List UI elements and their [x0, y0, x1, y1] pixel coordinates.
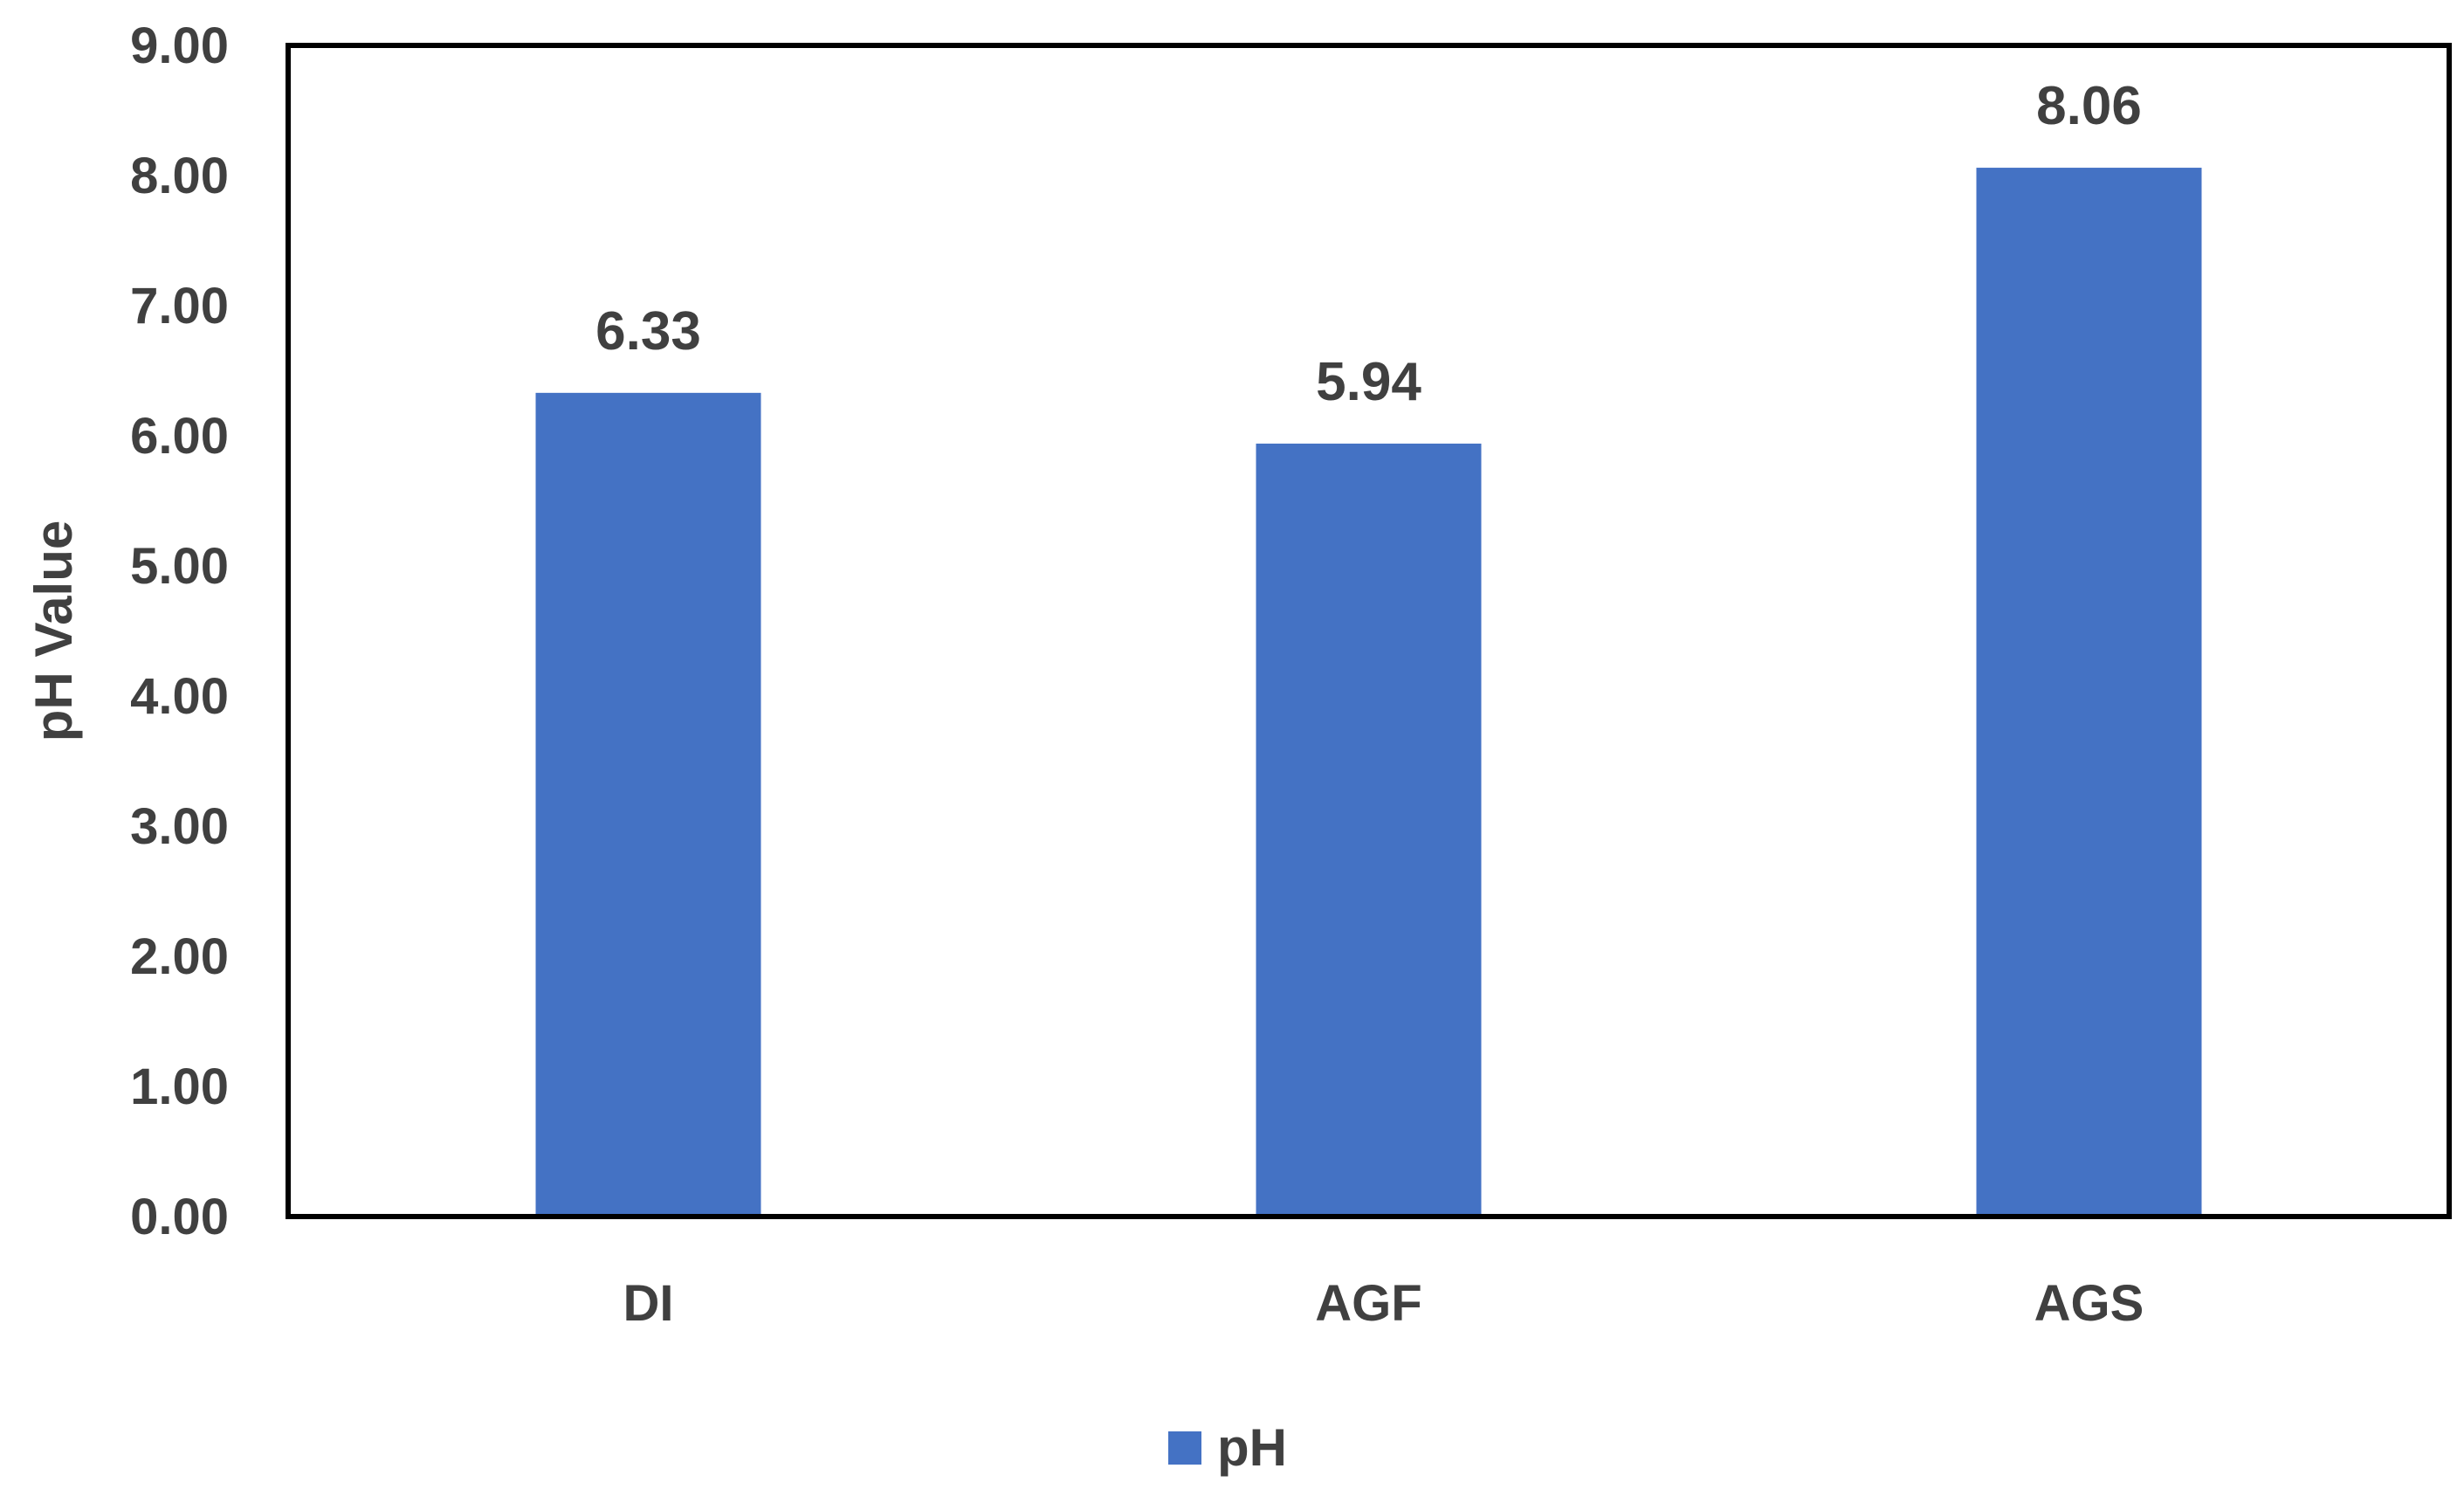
y-tick-label: 3.00 — [130, 798, 229, 855]
y-tick-label: 9.00 — [130, 17, 229, 74]
y-tick-label: 4.00 — [130, 668, 229, 725]
x-category-label-di: DI — [623, 1275, 674, 1332]
y-tick-label: 6.00 — [130, 408, 229, 465]
data-label-di: 6.33 — [595, 301, 701, 362]
bars-group — [535, 168, 2202, 1217]
y-tick-label: 1.00 — [130, 1058, 229, 1115]
y-axis-ticks: 0.00 1.00 2.00 3.00 4.00 5.00 6.00 7.00 8.00 9.00 — [130, 17, 229, 1245]
x-category-label-ags: AGS — [2034, 1275, 2144, 1332]
y-tick-label: 5.00 — [130, 538, 229, 595]
data-label-agf: 5.94 — [1316, 352, 1421, 412]
y-tick-label: 7.00 — [130, 278, 229, 334]
bar-di — [535, 392, 761, 1217]
data-label-ags: 8.06 — [2036, 76, 2142, 136]
y-axis-title: pH Value — [24, 521, 83, 741]
x-category-label-agf: AGF — [1315, 1275, 1421, 1332]
data-labels-group: 6.33 5.94 8.06 — [595, 76, 2142, 412]
y-tick-label: 0.00 — [130, 1189, 229, 1245]
legend-label-ph: pH — [1217, 1418, 1287, 1477]
plot-area-frame — [286, 43, 2452, 1219]
legend-swatch-ph — [1168, 1431, 1201, 1465]
legend: pH — [1168, 1418, 1287, 1477]
y-tick-label: 8.00 — [130, 148, 229, 204]
bar-agf — [1256, 443, 1482, 1217]
x-axis-categories: DI AGF AGS — [623, 1275, 2144, 1332]
y-tick-label: 2.00 — [130, 928, 229, 985]
bar-ags — [1976, 168, 2202, 1217]
